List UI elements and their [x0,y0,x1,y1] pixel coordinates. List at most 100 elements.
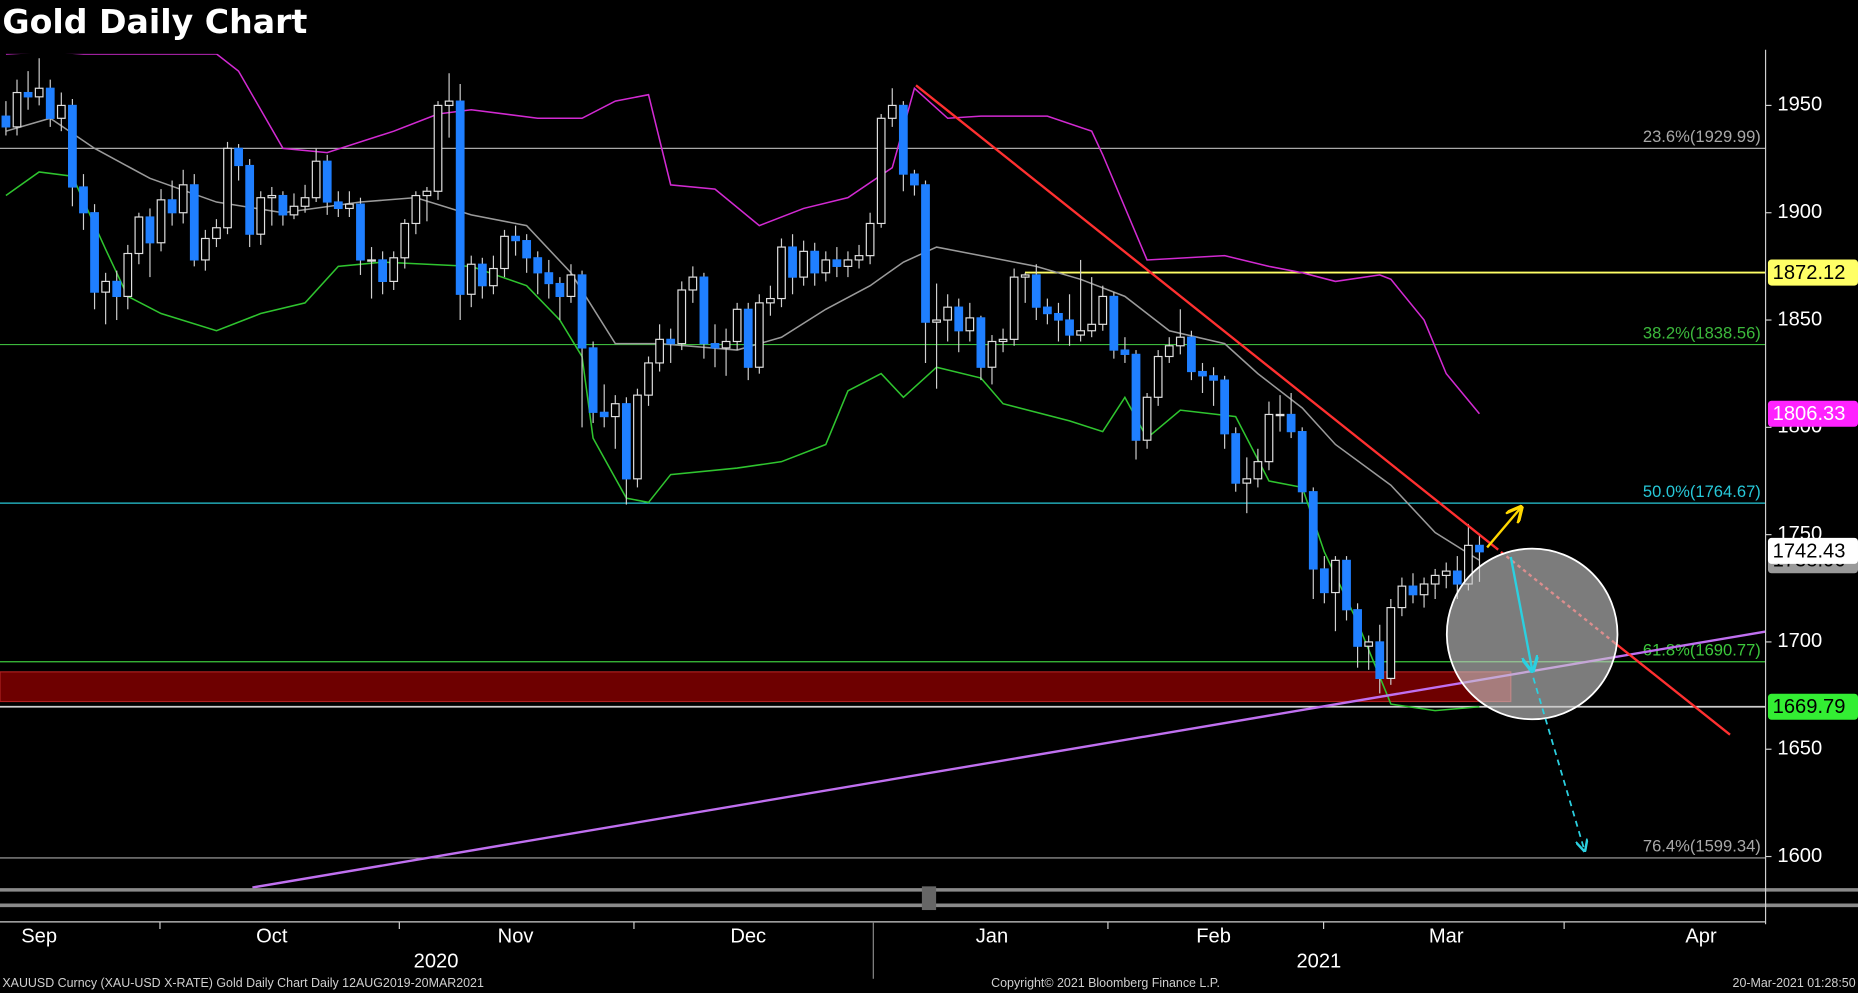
candle-body [1098,295,1108,325]
candle-body [344,203,354,210]
candle-body [212,227,221,240]
footer-right: 20-Mar-2021 01:28:50 [1733,976,1856,990]
x-tick-label: Apr [1685,926,1717,948]
candle-body [34,87,44,98]
candle-body [1364,641,1374,647]
candle-body [322,160,332,203]
candle-body [300,197,310,207]
candle-body [621,403,631,480]
x-tick-label: Nov [498,926,534,948]
candle-body [788,246,797,278]
year-label: 2020 [414,950,459,972]
candle-body [433,104,443,192]
candle-body [356,203,365,261]
y-tick-label: 1900 [1777,201,1822,223]
candle-body [422,190,432,197]
candle-body [367,259,376,262]
candle-body [278,194,288,216]
candle-body [976,317,986,368]
candle-body [821,259,831,274]
candle-body [1187,336,1196,373]
candle-body [588,347,598,413]
price-tag [1767,693,1858,720]
footer-center: Copyright© 2021 Bloomberg Finance L.P. [991,976,1220,990]
price-tag [1767,400,1858,427]
x-tick-label: Feb [1196,926,1231,948]
candle-body [1153,355,1163,398]
candle-body [134,216,144,255]
arrow-down [1509,556,1532,670]
candle-body [1209,375,1218,381]
candle-body [1419,583,1429,596]
candle-body [1452,570,1462,585]
candle-body [245,164,255,235]
candle-body [644,362,653,396]
scroll-handle [921,886,937,911]
candle-body [1120,349,1130,355]
candle-body [1397,585,1407,609]
price-tag-label: 1806.33 [1773,403,1846,425]
candle-body [1253,461,1263,480]
candle-body [378,259,388,282]
price-tag-label: 1872.12 [1773,262,1846,284]
footer-left: XAUUSD Curncy (XAU-USD X-RATE) Gold Dail… [2,976,484,990]
x-tick-label: Oct [256,926,288,948]
candle-body [544,272,554,285]
candle-body [1175,336,1185,347]
candle-body [1375,641,1385,680]
candle-body [854,255,864,261]
candle-body [954,306,964,332]
candle-body [1275,413,1285,417]
candle-body [289,205,299,216]
candle-body [754,302,764,368]
candle-body [677,289,687,345]
candle-body [1131,353,1141,441]
price-tag [1767,537,1858,564]
candle-body [832,259,842,267]
candle-body [799,250,809,278]
candle-body [56,104,66,119]
band-line [5,171,1480,712]
candle-body [1065,319,1074,336]
candle-body [1142,396,1152,441]
candle-body [511,235,520,242]
trend-line-resistance [915,84,1497,549]
candle-body [1475,544,1484,553]
candle-body [167,199,177,214]
candle-body [12,91,22,128]
candle-body [1408,585,1418,596]
candle-body [932,319,941,323]
candle-body [1308,491,1318,570]
candle-body [732,308,742,343]
candle-body [1220,379,1230,435]
candle-body [666,338,676,345]
candle-body [1231,433,1241,484]
candle-body [1331,559,1340,594]
candle-body [1264,413,1274,463]
level-label: 76.4%(1599.34) [1643,837,1761,856]
candle-body [743,308,753,368]
candle-body [699,276,709,345]
trend-line-resistance [1613,641,1731,736]
candle-body [1430,574,1440,585]
candle-body [178,184,188,214]
candle-body [267,194,277,199]
candle-body [655,338,664,364]
candle-body [1109,295,1119,351]
candle-body [23,91,33,98]
candle-body [566,274,576,298]
candle-body [68,104,77,188]
data-layer [1,53,1484,712]
candle-body [1441,570,1451,576]
candle-body [1353,609,1362,647]
candle-body [1009,276,1019,340]
candle-body [1198,370,1207,377]
candle-body [876,117,886,225]
candle-body [189,184,199,261]
axis-layer: 16001650170017501800185019001950SepOctNo… [21,94,1858,948]
candle-body [810,250,820,274]
candle-body [887,104,897,119]
candle-body [1297,431,1307,493]
